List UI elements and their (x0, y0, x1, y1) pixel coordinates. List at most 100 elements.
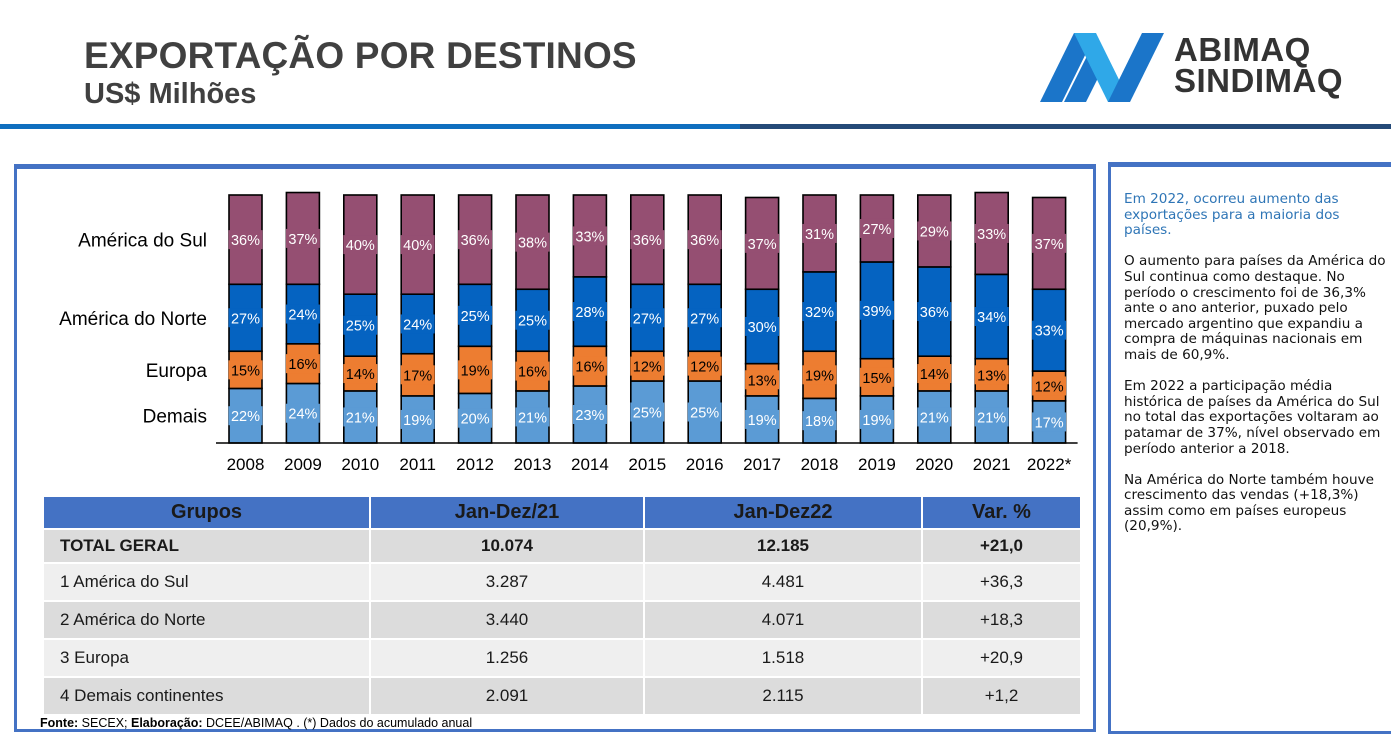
data-label-america-do-sul: 33% (977, 227, 1006, 243)
data-label-bg (285, 304, 320, 324)
data-label-bg (687, 230, 722, 250)
data-label-america-do-norte: 25% (518, 314, 547, 330)
table-row: 2 América do Norte 3.440 4.071 +18,3 (44, 602, 1080, 638)
page-title: EXPORTAÇÃO POR DESTINOS (84, 35, 637, 76)
data-label-bg (228, 406, 263, 426)
source-fonte-label: Fonte: (40, 716, 79, 730)
data-label-bg (745, 233, 780, 253)
data-label-bg (630, 402, 665, 422)
data-label-bg (458, 230, 493, 250)
data-label-bg (859, 300, 894, 320)
data-label-america-do-norte: 28% (575, 305, 604, 321)
data-label-europa: 17% (403, 368, 432, 384)
data-label-demais: 17% (1035, 415, 1064, 431)
cell-v22: 2.115 (645, 678, 921, 714)
x-tick-label: 2017 (743, 455, 781, 474)
cell-var: +18,3 (923, 602, 1080, 638)
data-label-america-do-sul: 37% (288, 232, 317, 248)
data-label-america-do-sul: 33% (575, 229, 604, 245)
data-label-demais: 21% (977, 410, 1006, 426)
cell-v21: 3.287 (371, 564, 643, 600)
data-label-bg (1032, 320, 1067, 340)
data-label-bg (974, 223, 1009, 243)
cell-var: +36,3 (923, 564, 1080, 600)
x-tick-label: 2018 (801, 455, 839, 474)
header-grupos: Grupos (44, 497, 369, 528)
cell-v22: 4.071 (645, 602, 921, 638)
data-label-bg (802, 365, 837, 385)
data-label-bg (343, 235, 378, 255)
cell-grupo: 1 América do Sul (44, 564, 369, 600)
data-label-america-do-norte: 25% (461, 309, 490, 325)
header-divider-blue (0, 124, 740, 129)
data-label-bg (458, 305, 493, 325)
x-tick-label: 2010 (341, 455, 379, 474)
abimaq-logo-icon (1040, 33, 1164, 102)
series-label-demais: Demais (143, 407, 207, 428)
series-label-america-do-sul: América do Sul (78, 231, 207, 252)
page-subtitle: US$ Milhões (84, 78, 257, 110)
data-label-bg (343, 364, 378, 384)
data-label-america-do-sul: 37% (1035, 237, 1064, 253)
data-label-demais: 24% (288, 407, 317, 423)
table-row: TOTAL GERAL 10.074 12.185 +21,0 (44, 530, 1080, 562)
cell-grupo: 3 Europa (44, 640, 369, 676)
data-label-bg (917, 302, 952, 322)
data-label-bg (1032, 412, 1067, 432)
data-label-america-do-norte: 39% (862, 304, 891, 320)
source-elab-label: Elaboração: (130, 716, 203, 730)
data-label-america-do-sul: 36% (231, 233, 260, 249)
data-label-bg (572, 404, 607, 424)
data-label-bg (859, 409, 894, 429)
data-label-bg (630, 230, 665, 250)
cell-v21: 10.074 (371, 530, 643, 562)
data-label-europa: 19% (461, 363, 490, 379)
data-label-demais: 22% (231, 409, 260, 425)
cell-v21: 1.256 (371, 640, 643, 676)
data-label-bg (515, 232, 550, 252)
data-label-demais: 19% (403, 413, 432, 429)
data-label-europa: 15% (231, 363, 260, 379)
data-label-bg (687, 356, 722, 376)
x-tick-label: 2014 (571, 455, 609, 474)
data-label-bg (974, 407, 1009, 427)
notes-paragraph-1: O aumento para países da América do Sul … (1124, 253, 1386, 363)
x-tick-label: 2015 (628, 455, 666, 474)
notes-lead: Em 2022, ocorreu aumento das exportações… (1124, 191, 1340, 239)
data-label-bg (974, 365, 1009, 385)
data-label-america-do-sul: 36% (461, 233, 490, 249)
data-label-bg (458, 360, 493, 380)
data-label-demais: 23% (575, 408, 604, 424)
data-label-bg (285, 228, 320, 248)
data-label-europa: 16% (288, 357, 317, 373)
data-label-bg (400, 409, 435, 429)
data-label-bg (400, 235, 435, 255)
data-label-europa: 15% (862, 371, 891, 387)
data-label-bg (630, 308, 665, 328)
data-label-bg (515, 407, 550, 427)
table-header-row: Grupos Jan-Dez/21 Jan-Dez22 Var. % (44, 497, 1080, 528)
logo-line-2: SINDIMAQ (1174, 62, 1343, 99)
data-label-america-do-norte: 27% (231, 311, 260, 327)
data-label-europa: 13% (977, 368, 1006, 384)
data-label-america-do-norte: 27% (690, 311, 719, 327)
cell-v21: 3.440 (371, 602, 643, 638)
stacked-bar-chart: Demais Europa América do Norte América do S… (59, 191, 1078, 474)
x-tick-label: 2016 (686, 455, 724, 474)
data-label-demais: 20% (461, 412, 490, 428)
data-label-america-do-norte: 24% (403, 317, 432, 333)
cell-v22: 1.518 (645, 640, 921, 676)
data-label-bg (228, 230, 263, 250)
x-tick-label: 2009 (284, 455, 322, 474)
notes-panel (1108, 162, 1391, 734)
data-label-bg (228, 308, 263, 328)
data-label-bg (687, 402, 722, 422)
logo-wordmark: ABIMAQ SINDIMAQ (1174, 33, 1343, 99)
series-label-america-do-norte: América do Norte (59, 309, 207, 330)
header-jan-dez-21: Jan-Dez/21 (371, 497, 643, 528)
data-label-europa: 12% (1035, 379, 1064, 395)
data-label-demais: 19% (748, 413, 777, 429)
data-label-bg (802, 411, 837, 431)
data-label-bg (974, 307, 1009, 327)
data-label-america-do-norte: 34% (977, 310, 1006, 326)
